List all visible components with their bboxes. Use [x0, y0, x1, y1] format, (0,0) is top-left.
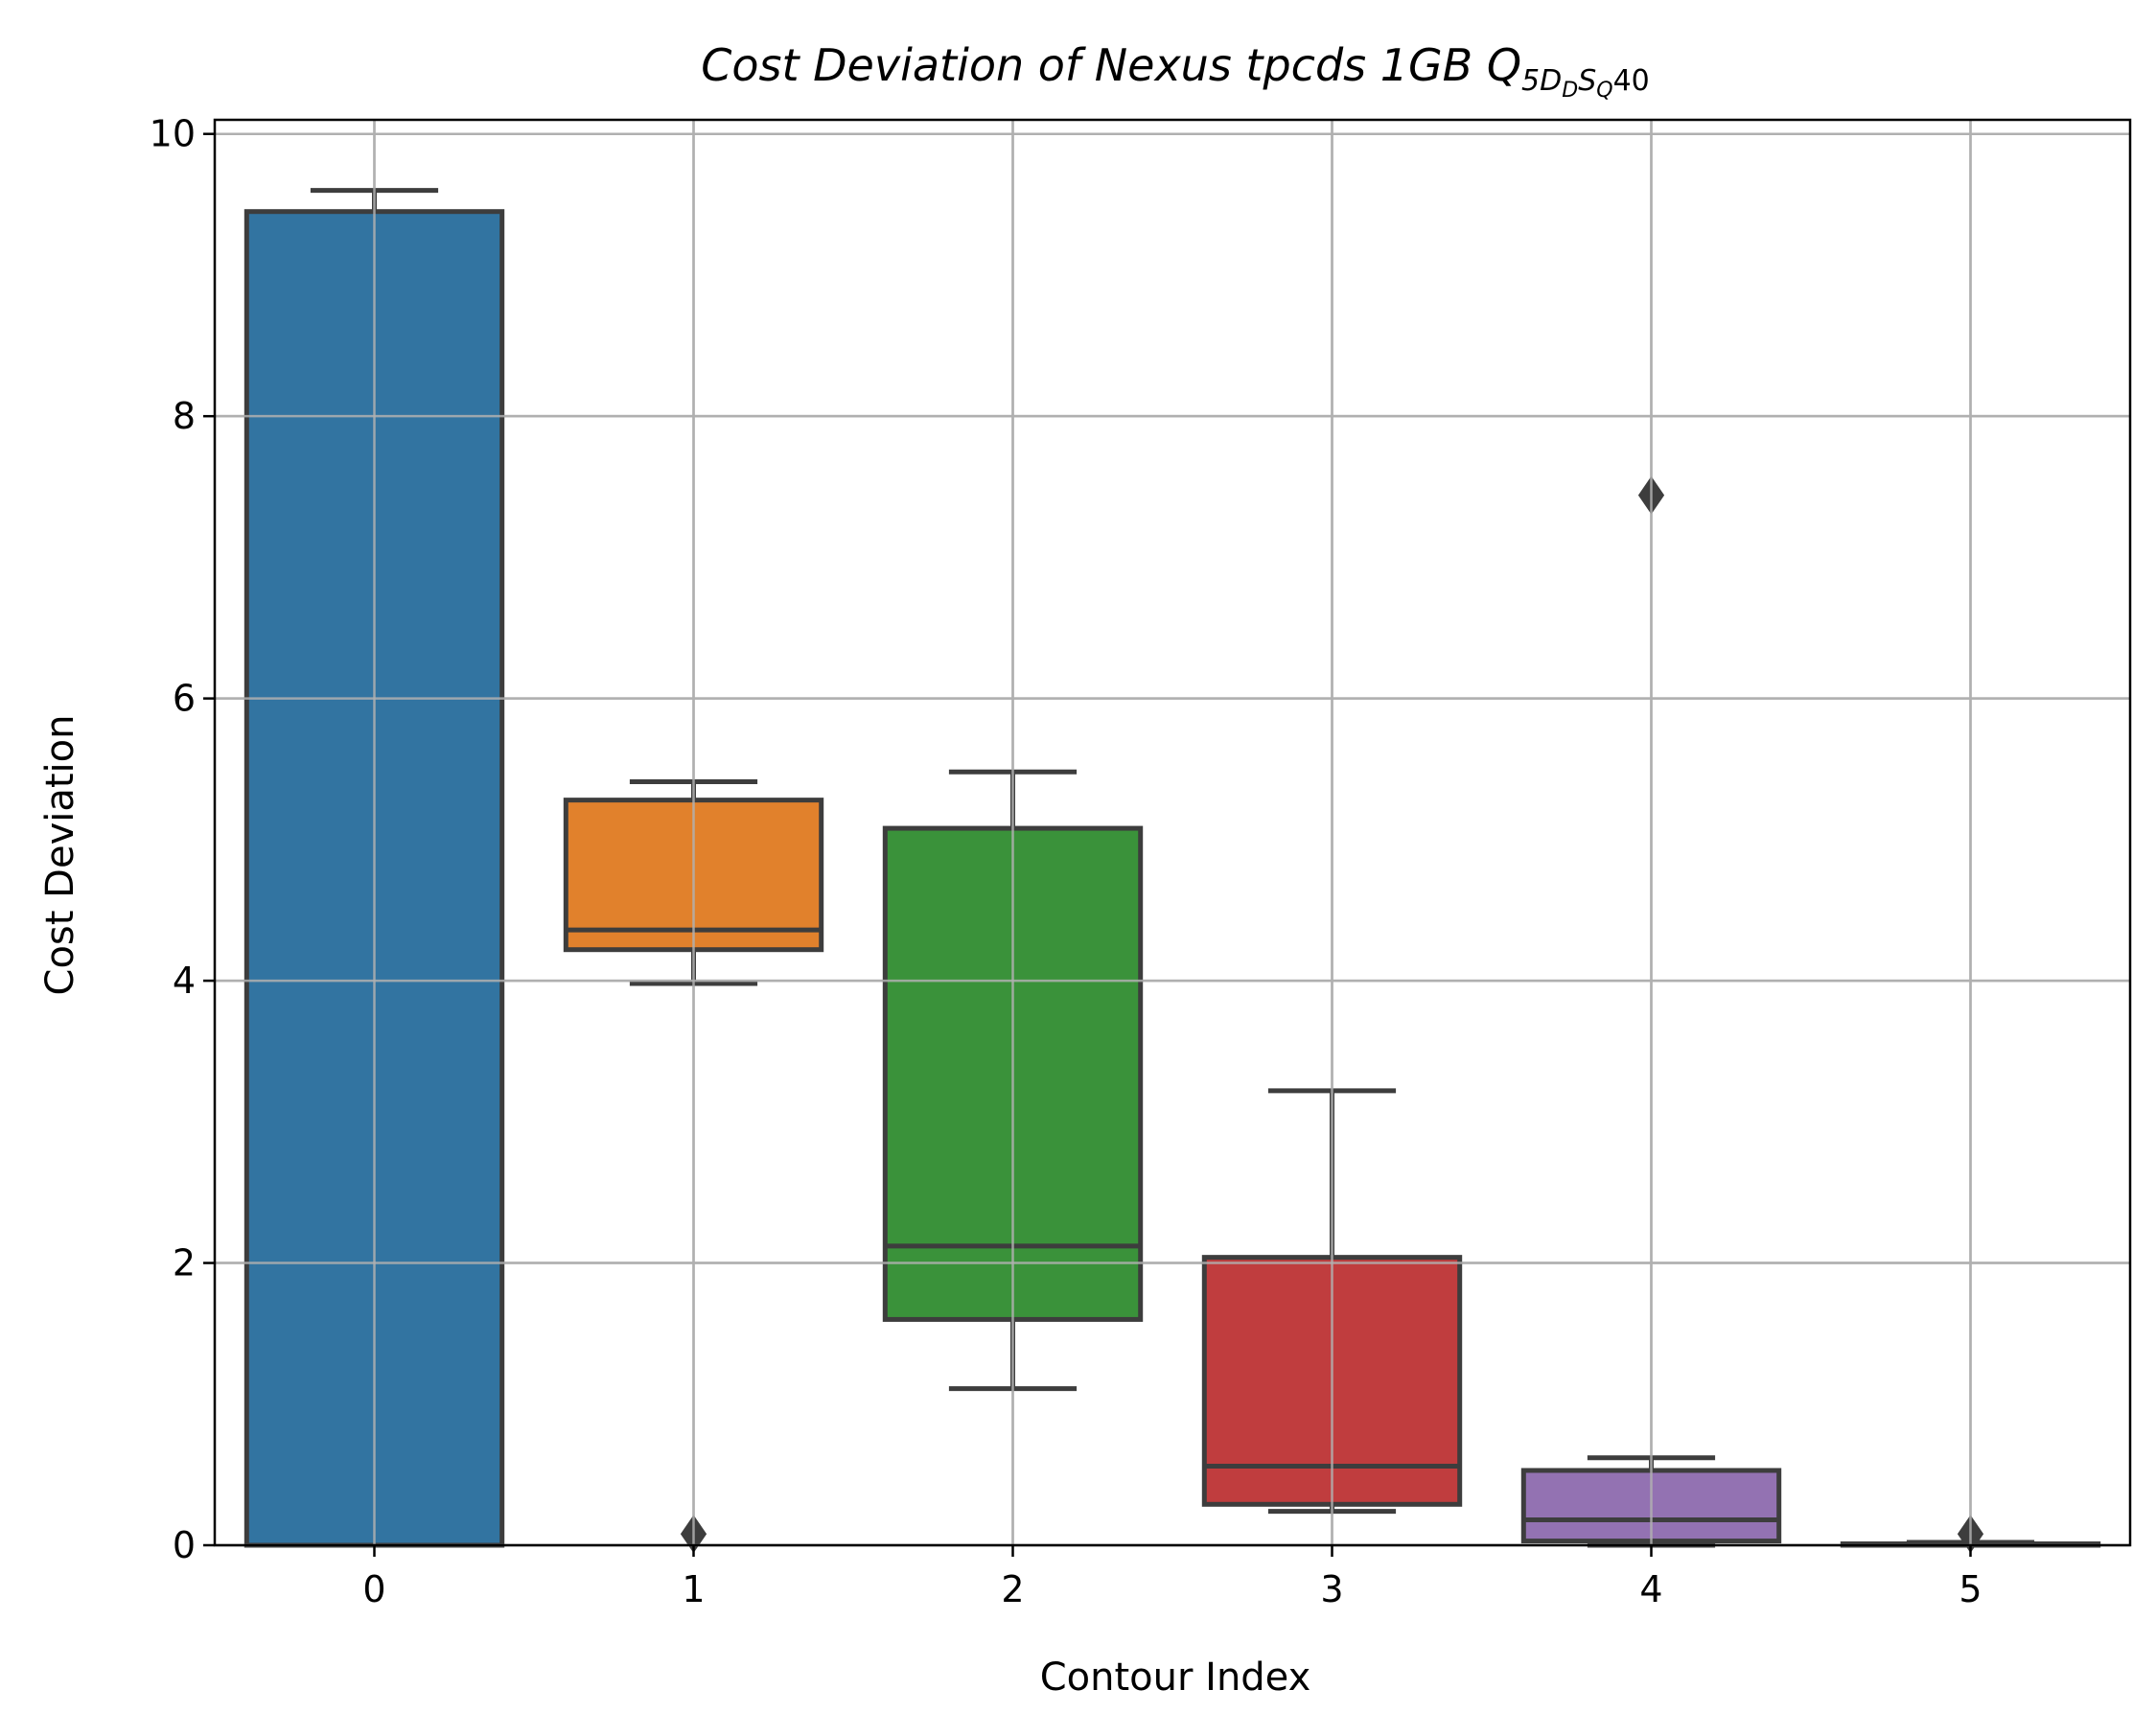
x-tick-label: 0 — [362, 1568, 385, 1610]
x-tick-label: 1 — [682, 1568, 705, 1610]
y-tick-label: 4 — [173, 960, 196, 1002]
title-suffix: 40 — [1613, 64, 1650, 98]
chart-title: Cost Deviation of Nexus tpcds 1GB Q5DDSQ… — [701, 39, 1650, 103]
title-q: Q — [1487, 39, 1521, 91]
y-tick-label: 8 — [173, 395, 196, 437]
x-tick-label: 4 — [1639, 1568, 1662, 1610]
y-tick-label: 0 — [173, 1524, 196, 1566]
x-tick-label: 3 — [1320, 1568, 1343, 1610]
x-tick-label: 2 — [1001, 1568, 1024, 1610]
y-tick-label: 10 — [150, 113, 196, 155]
title-sub-b: D — [1562, 79, 1578, 103]
y-tick-label: 2 — [173, 1242, 196, 1285]
y-axis-label: Cost Deviation — [38, 715, 82, 996]
ticks: 0 2 4 6 8 10 0 1 2 3 4 5 — [150, 113, 1982, 1610]
y-tick-label: 6 — [173, 678, 196, 720]
title-prefix: Cost Deviation of Nexus tpcds 1GB — [701, 39, 1487, 91]
title-sub-a: 5D — [1521, 64, 1562, 98]
x-tick-label: 5 — [1959, 1568, 1982, 1610]
plot-frame — [213, 118, 2132, 1547]
x-axis-label: Contour Index — [1040, 1655, 1311, 1700]
title-sub-c: S — [1578, 64, 1596, 98]
title-sub-d: Q — [1596, 79, 1612, 103]
